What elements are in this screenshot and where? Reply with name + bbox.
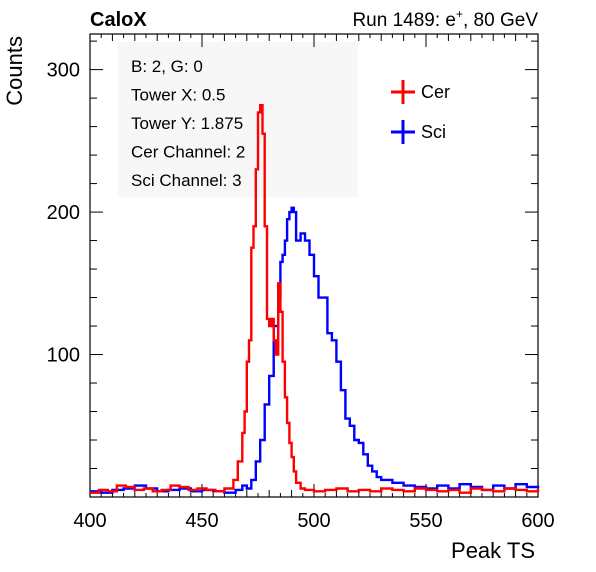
series-cer-line bbox=[90, 104, 540, 494]
info-box bbox=[118, 42, 358, 197]
x-tick-label: 550 bbox=[409, 510, 442, 532]
x-tick-label: 450 bbox=[185, 510, 218, 532]
info-line: Tower X: 0.5 bbox=[131, 86, 226, 105]
info-line: Sci Channel: 3 bbox=[131, 171, 242, 190]
y-tick-label: 300 bbox=[47, 60, 80, 82]
x-tick-label: 400 bbox=[73, 510, 106, 532]
axis-ticks: 400 450 500 550 600 100 200 300 bbox=[47, 34, 555, 532]
info-line: Cer Channel: 2 bbox=[131, 143, 245, 162]
header-right-suffix: , 80 GeV bbox=[463, 10, 538, 31]
legend: Cer Sci bbox=[391, 80, 450, 144]
info-line: Tower Y: 1.875 bbox=[131, 114, 243, 133]
header-right-prefix: Run 1489: e bbox=[352, 10, 456, 31]
legend-label: Cer bbox=[421, 82, 450, 102]
header-left-title: CaloX bbox=[90, 9, 147, 31]
series-layer bbox=[90, 104, 540, 494]
x-tick-label: 500 bbox=[297, 510, 330, 532]
header-right-sup: + bbox=[456, 7, 463, 21]
x-axis-title: Peak TS bbox=[451, 538, 535, 563]
y-tick-label: 100 bbox=[47, 345, 80, 367]
info-box-lines: B: 2, G: 0 Tower X: 0.5 Tower Y: 1.875 Cer … bbox=[131, 57, 245, 190]
x-tick-label: 600 bbox=[521, 510, 554, 532]
header-right-title: Run 1489: e+, 80 GeV bbox=[352, 7, 538, 31]
info-line: B: 2, G: 0 bbox=[131, 57, 203, 76]
y-axis-title: Counts bbox=[2, 36, 27, 106]
legend-label: Sci bbox=[421, 122, 446, 142]
y-tick-label: 200 bbox=[47, 202, 80, 224]
